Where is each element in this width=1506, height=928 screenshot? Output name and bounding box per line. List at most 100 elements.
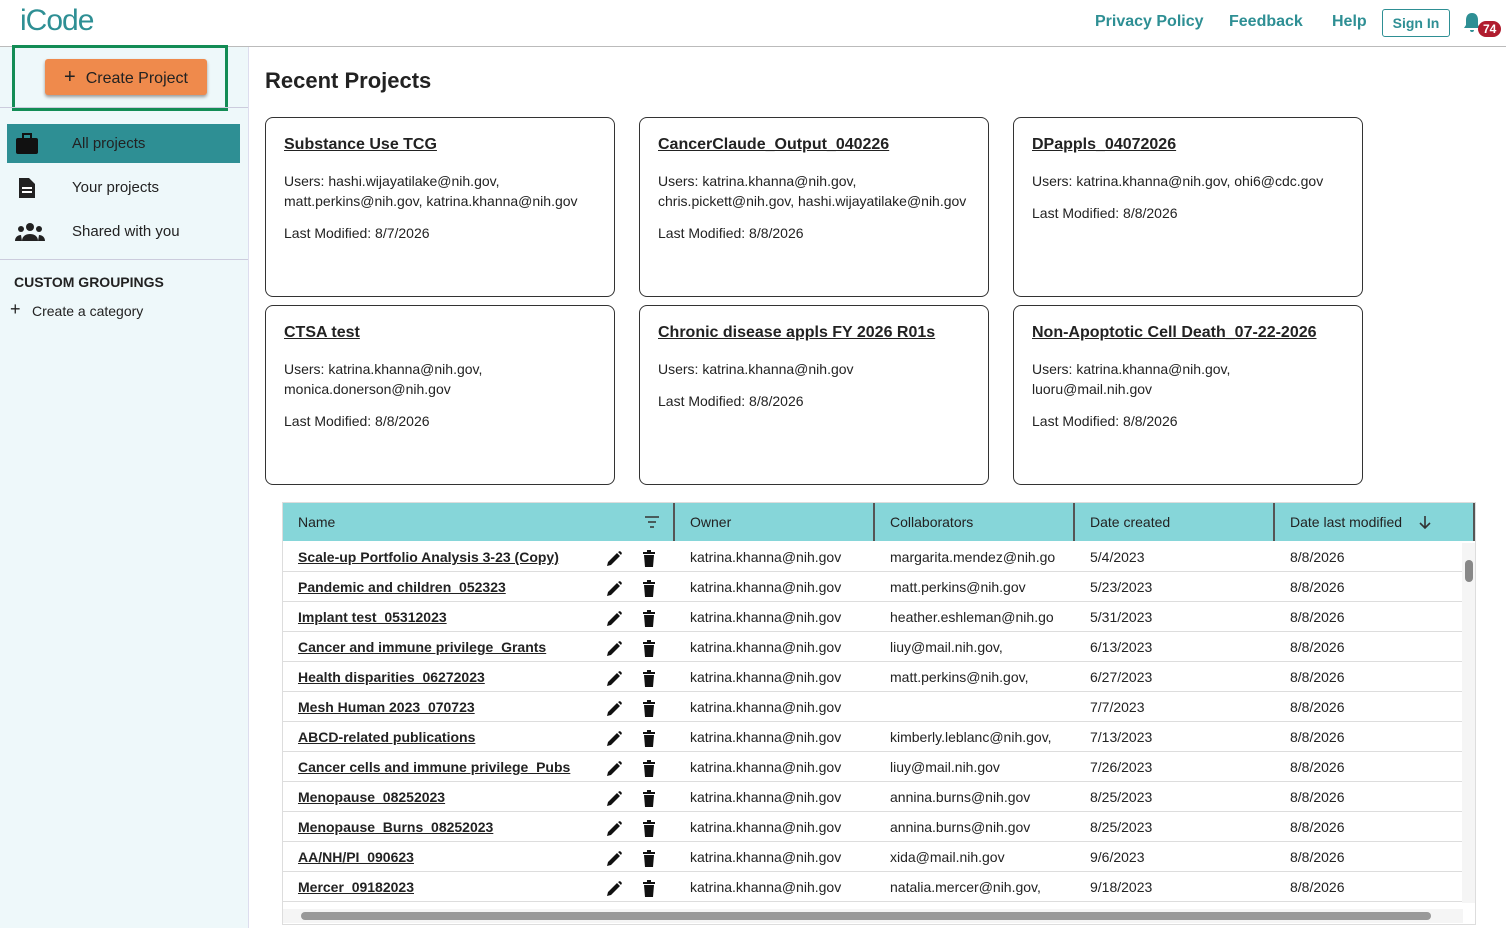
cell: 5/31/2023 (1090, 609, 1153, 625)
column-header[interactable]: Date last modified (1275, 503, 1475, 541)
project-name[interactable]: Implant test_05312023 (298, 609, 447, 625)
project-card[interactable]: CancerClaude_Output_040226 Users: katrina… (639, 117, 989, 297)
horizontal-scrollbar[interactable] (283, 909, 1463, 923)
card-title[interactable]: Non-Apoptotic Cell Death_07-22-2026 (1032, 324, 1317, 341)
card-modified: Last Modified: 8/8/2026 (658, 393, 804, 409)
project-card[interactable]: DPappls_04072026 Users: katrina.khanna@ni… (1013, 117, 1363, 297)
nav-item[interactable]: Your projects (7, 168, 240, 207)
delete-icon[interactable] (642, 580, 656, 598)
project-name[interactable]: Menopause_Burns_08252023 (298, 819, 494, 835)
cell: 5/23/2023 (1090, 579, 1153, 595)
edit-icon[interactable] (605, 790, 623, 808)
project-name[interactable]: Cancer cells and immune privilege_Pubs (298, 759, 571, 775)
card-modified: Last Modified: 8/8/2026 (1032, 205, 1178, 221)
delete-icon[interactable] (642, 760, 656, 778)
highlight-box: + Create Project (12, 45, 228, 111)
table-row: Cancer cells and immune privilege_Pubs ka… (283, 752, 1463, 782)
cell: katrina.khanna@nih.gov (690, 609, 842, 625)
edit-icon[interactable] (605, 820, 623, 838)
card-users: Users: katrina.khanna@nih.gov, chris.pic… (658, 173, 967, 209)
project-card[interactable]: Non-Apoptotic Cell Death_07-22-2026 Users… (1013, 305, 1363, 485)
delete-icon[interactable] (642, 850, 656, 868)
project-card[interactable]: CTSA test Users: katrina.khanna@nih.gov, … (265, 305, 615, 485)
cell: katrina.khanna@nih.gov (690, 759, 842, 775)
table-header: Name Owner Collaborators Date created Date l… (283, 503, 1475, 541)
card-title[interactable]: CTSA test (284, 324, 360, 341)
project-name[interactable]: Mercer_09182023 (298, 879, 414, 895)
delete-icon[interactable] (642, 880, 656, 898)
cell: matt.perkins@nih.gov (890, 579, 1026, 595)
project-name[interactable]: ABCD-related publications (298, 729, 476, 745)
column-header[interactable]: Name (283, 503, 675, 541)
project-name[interactable]: AA/NH/PI_090623 (298, 849, 414, 865)
nav-link[interactable]: Privacy Policy (1095, 13, 1204, 30)
nav-item[interactable]: All projects (7, 124, 240, 163)
section-title: CUSTOM GROUPINGS (14, 274, 164, 290)
delete-icon[interactable] (642, 640, 656, 658)
edit-icon[interactable] (605, 730, 623, 748)
delete-icon[interactable] (642, 730, 656, 748)
cell: 5/4/2023 (1090, 549, 1145, 565)
project-name[interactable]: Scale-up Portfolio Analysis 3-23 (Copy) (298, 549, 559, 565)
delete-icon[interactable] (642, 700, 656, 718)
edit-icon[interactable] (605, 880, 623, 898)
delete-icon[interactable] (642, 790, 656, 808)
delete-icon[interactable] (642, 670, 656, 688)
cell: 8/8/2026 (1290, 729, 1345, 745)
edit-icon[interactable] (605, 670, 623, 688)
project-name[interactable]: Health disparities_06272023 (298, 669, 485, 685)
column-header[interactable]: Collaborators (875, 503, 1075, 541)
vertical-scrollbar[interactable] (1462, 543, 1475, 903)
notification-badge: 74 (1478, 21, 1502, 37)
edit-icon[interactable] (605, 850, 623, 868)
cell: liuy@mail.nih.gov, (890, 639, 1003, 655)
cell: kimberly.leblanc@nih.gov, (890, 729, 1052, 745)
project-card[interactable]: Chronic disease appls FY 2026 R01s Users:… (639, 305, 989, 485)
column-header[interactable]: Date created (1075, 503, 1275, 541)
project-name[interactable]: Mesh Human 2023_070723 (298, 699, 475, 715)
project-card[interactable]: Substance Use TCG Users: hashi.wijayatila… (265, 117, 615, 297)
card-users: Users: katrina.khanna@nih.gov (658, 361, 854, 377)
cell: 8/8/2026 (1290, 879, 1345, 895)
column-label: Date last modified (1290, 514, 1403, 530)
card-users: Users: katrina.khanna@nih.gov, luoru@mai… (1032, 361, 1231, 397)
column-label: Name (298, 514, 336, 530)
project-name[interactable]: Menopause_08252023 (298, 789, 446, 805)
delete-icon[interactable] (642, 610, 656, 628)
create-project-button[interactable]: + Create Project (45, 59, 207, 95)
cell: 8/8/2026 (1290, 819, 1345, 835)
table-row: Mercer_09182023 katrina.khanna@nih.gov nat… (283, 872, 1463, 902)
create-category-link[interactable]: Create a category (32, 303, 144, 319)
card-title[interactable]: CancerClaude_Output_040226 (658, 136, 890, 153)
edit-icon[interactable] (605, 580, 623, 598)
nav-link[interactable]: Help (1332, 13, 1367, 30)
edit-icon[interactable] (605, 700, 623, 718)
edit-icon[interactable] (605, 760, 623, 778)
project-name[interactable]: Pandemic and children_052323 (298, 579, 506, 595)
project-name[interactable]: Cancer and immune privilege_Grants (298, 639, 547, 655)
column-header[interactable]: Owner (675, 503, 875, 541)
card-title[interactable]: Substance Use TCG (284, 136, 437, 153)
edit-icon[interactable] (605, 640, 623, 658)
sort-icon[interactable] (1419, 515, 1431, 529)
filter-icon[interactable] (645, 516, 659, 528)
card-users: Users: katrina.khanna@nih.gov, ohi6@cdc.… (1032, 173, 1324, 189)
logo[interactable]: iCode (20, 4, 94, 37)
cell: katrina.khanna@nih.gov (690, 789, 842, 805)
edit-icon[interactable] (605, 610, 623, 628)
bell-icon[interactable] (1462, 11, 1482, 33)
edit-icon[interactable] (605, 550, 623, 568)
sign-in-button[interactable]: Sign In (1382, 9, 1450, 37)
cell: 8/8/2026 (1290, 609, 1345, 625)
delete-icon[interactable] (642, 820, 656, 838)
delete-icon[interactable] (642, 550, 656, 568)
button-label: Create Project (85, 70, 188, 87)
nav-item[interactable]: Shared with you (7, 212, 240, 251)
cell: 8/25/2023 (1090, 819, 1153, 835)
card-title[interactable]: DPappls_04072026 (1032, 136, 1177, 153)
cell: 8/8/2026 (1290, 759, 1345, 775)
cell: 8/8/2026 (1290, 789, 1345, 805)
card-title[interactable]: Chronic disease appls FY 2026 R01s (658, 324, 936, 341)
nav-link[interactable]: Feedback (1229, 13, 1303, 30)
